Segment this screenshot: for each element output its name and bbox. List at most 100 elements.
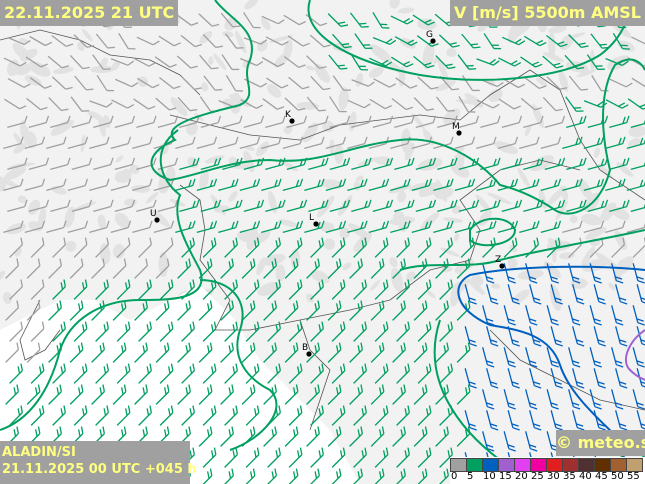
terrain-patch: [488, 88, 503, 103]
terrain-patch: [114, 212, 131, 229]
wind-barb: [464, 284, 477, 305]
wind-barb: [159, 321, 174, 342]
wind-barb: [327, 342, 342, 363]
terrain-patch: [582, 258, 608, 272]
wind-barb: [349, 468, 364, 484]
isotach-5-north: [307, 0, 631, 81]
terrain-patch: [397, 190, 407, 203]
terrain-patch: [28, 61, 51, 77]
station-dot[interactable]: [456, 130, 462, 136]
wind-barb: [572, 410, 585, 431]
wind-barb: [73, 405, 88, 426]
wind-barb: [95, 33, 115, 49]
wind-barb: [331, 237, 346, 258]
station-markers: G K M U L Z B: [150, 30, 505, 357]
wind-barb: [30, 279, 45, 300]
wind-barb: [159, 237, 174, 258]
wind-barb: [503, 431, 516, 452]
terrain-patch: [145, 192, 159, 204]
wind-barb: [136, 77, 160, 89]
wind-barb: [503, 305, 516, 326]
wind-barb: [593, 284, 606, 305]
wind-barb: [263, 468, 278, 484]
terrain-patch: [277, 219, 299, 228]
wind-barb: [609, 115, 630, 128]
wind-barb: [438, 34, 460, 48]
legend-tick: 0: [451, 471, 458, 482]
terrain-patch: [15, 63, 33, 76]
wind-barb: [370, 300, 385, 321]
wind-barb: [30, 405, 45, 426]
wind-barb: [267, 279, 282, 300]
wind-barb: [306, 258, 321, 279]
legend-swatch: [482, 458, 499, 472]
station-label: K: [285, 110, 292, 120]
terrain-patch: [576, 69, 596, 78]
wind-barb: [67, 178, 89, 191]
terrain-patch: [435, 80, 457, 92]
isotach-5-ring: [469, 217, 517, 247]
wind-barb: [347, 220, 368, 233]
wind-barb: [394, 157, 415, 170]
wind-barb: [593, 326, 606, 347]
wind-barb: [325, 136, 347, 149]
wind-barb: [73, 34, 95, 48]
wind-barb: [155, 300, 170, 321]
terrain-patch: [369, 44, 392, 62]
wind-barb: [46, 136, 67, 149]
wind-barb: [284, 300, 299, 321]
wind-barb: [96, 75, 115, 92]
wind-barb: [92, 54, 111, 70]
wind-barb: [435, 342, 450, 363]
wind-barb: [369, 57, 393, 67]
station-dot[interactable]: [313, 221, 319, 227]
wind-barb: [7, 78, 31, 88]
legend-tick: 35: [563, 471, 576, 482]
wind-barb: [134, 300, 149, 321]
wind-barb: [177, 258, 192, 279]
wind-barb: [417, 363, 432, 384]
terrain-patch: [355, 175, 364, 182]
wind-barb: [196, 136, 218, 149]
terrain-patch: [305, 65, 315, 71]
wind-barb: [288, 76, 310, 90]
wind-barb: [310, 447, 325, 468]
brand-logo[interactable]: © meteo.si: [556, 430, 645, 456]
terrain-patch: [64, 206, 75, 228]
station-dot[interactable]: [289, 118, 295, 124]
legend-swatch: [562, 458, 579, 472]
wind-barb: [51, 35, 74, 48]
wind-barb: [523, 199, 544, 212]
station-dot[interactable]: [306, 351, 312, 357]
wind-barb: [177, 96, 198, 112]
wind-barb: [396, 279, 411, 300]
wind-barb: [632, 263, 645, 284]
wind-barb: [327, 426, 342, 447]
terrain-patch: [150, 209, 170, 228]
wind-barb: [284, 258, 299, 279]
wind-barb: [550, 284, 563, 305]
wind-barb: [9, 363, 24, 384]
wind-barb: [482, 431, 495, 452]
wind-barb: [370, 426, 385, 447]
wind-barb: [347, 99, 371, 109]
wind-barb: [435, 96, 455, 112]
wind-barb: [110, 220, 132, 233]
station-dot[interactable]: [430, 38, 436, 44]
wind-barb: [529, 410, 542, 431]
wind-barb: [370, 342, 385, 363]
wind-barb: [154, 56, 177, 68]
wind-barb: [636, 410, 645, 431]
wind-barb: [177, 300, 192, 321]
wind-barb: [503, 237, 518, 258]
wind-barb: [394, 115, 415, 128]
wind-barb: [288, 363, 303, 384]
wind-barb: [51, 76, 73, 90]
wind-barb: [439, 279, 454, 300]
station-dot[interactable]: [499, 263, 505, 269]
wind-barb: [565, 96, 584, 112]
terrain-patch: [119, 168, 132, 184]
station-dot[interactable]: [154, 217, 160, 223]
wind-barb: [413, 384, 428, 405]
wind-barb: [374, 321, 389, 342]
